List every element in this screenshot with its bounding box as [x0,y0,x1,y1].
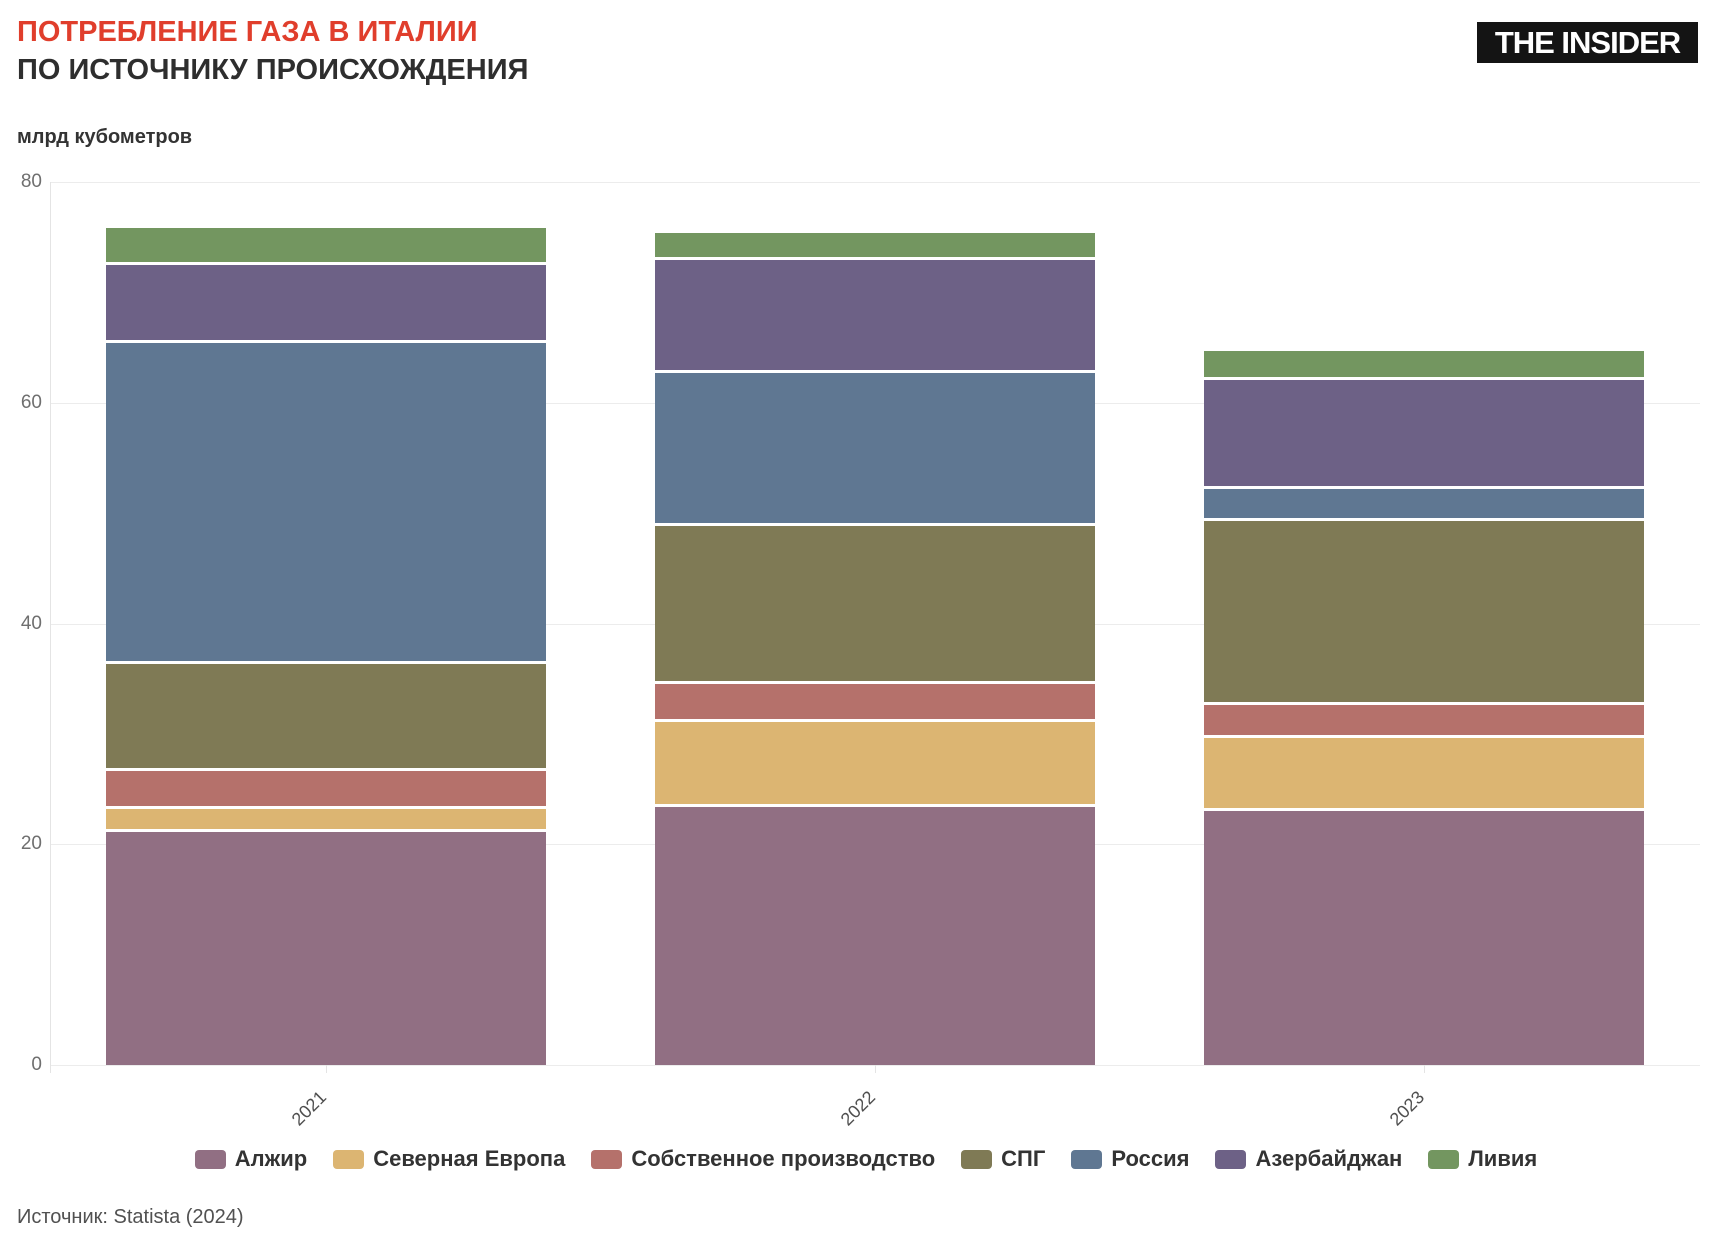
x-axis-tick-2023 [1424,1065,1425,1073]
legend-item-Северная Европа: Северная Европа [333,1146,565,1172]
page-subtitle: ПО ИСТОЧНИКУ ПРОИСХОЖДЕНИЯ [17,54,529,86]
legend-item-Россия: Россия [1071,1146,1189,1172]
legend-swatch-icon [1428,1149,1460,1169]
legend-label: Алжир [234,1146,308,1171]
bar-segment-2021-Алжир [106,832,546,1065]
legend-swatch-icon [591,1149,623,1169]
legend-label: Азербайджан [1255,1146,1403,1171]
legend-swatch-icon [1071,1149,1103,1169]
y-tick-label-80: 80 [20,171,42,192]
y-tick-label-40: 40 [20,612,42,634]
the-insider-logo: THE INSIDER [1477,22,1698,63]
legend-swatch-icon [1215,1149,1247,1169]
bar-segment-2023-Собственное производство [1204,705,1644,739]
bar-segment-2021-Ливия [106,228,546,265]
bar-segment-2023-Алжир [1204,811,1644,1065]
bar-segment-2023-Ливия [1204,350,1644,380]
bar-segment-2022-СПГ [655,526,1095,685]
bar-segment-2022-Собственное производство [655,684,1095,722]
bar-segment-2022-Азербайджан [655,260,1095,373]
y-tick-label-60: 60 [20,391,42,413]
y-tick-label-20: 20 [20,833,42,855]
legend-label: Северная Европа [373,1146,566,1171]
legend-label: Россия [1111,1146,1190,1171]
bar-segment-2022-Ливия [655,232,1095,261]
y-gridline-80 [50,182,1700,183]
legend-label: СПГ [1001,1146,1046,1171]
bar-segment-2023-СПГ [1204,520,1644,706]
x-axis-tick-2021 [326,1065,327,1073]
legend-item-Алжир: Алжир [194,1146,308,1172]
bar-segment-2023-Россия [1204,488,1644,521]
bar-segment-2021-Северная Европа [106,808,546,833]
bar-segment-2022-Алжир [655,806,1095,1065]
y-axis-unit-label: млрд кубометров [17,126,193,148]
legend-swatch-icon [333,1149,365,1169]
legend-item-Азербайджан: Азербайджан [1215,1146,1402,1172]
legend-label: Ливия [1468,1146,1538,1171]
bar-segment-2021-Собственное производство [106,771,546,809]
bar-segment-2022-Северная Европа [655,721,1095,807]
bar-segment-2022-Россия [655,372,1095,527]
legend-label: Собственное производство [631,1146,936,1171]
legend-swatch-icon [961,1149,993,1169]
x-axis-tick-2022 [875,1065,876,1073]
legend-swatch-icon [194,1149,226,1169]
legend-item-СПГ: СПГ [961,1146,1045,1172]
page-title: ПОТРЕБЛЕНИЕ ГАЗА В ИТАЛИИ [17,16,478,48]
bar-segment-2021-СПГ [106,664,546,772]
bar-segment-2023-Азербайджан [1204,379,1644,489]
x-axis-tick-origin [50,1065,51,1073]
source-caption: Источник: Statista (2024) [17,1206,244,1228]
legend-item-Ливия: Ливия [1428,1146,1537,1172]
legend-item-Собственное производство: Собственное производство [591,1146,935,1172]
bar-segment-2021-Россия [106,343,546,665]
y-tick-label-0: 0 [31,1054,42,1075]
bar-segment-2021-Азербайджан [106,264,546,344]
bar-segment-2023-Северная Европа [1204,738,1644,812]
y-axis-line [50,182,51,1065]
chart-legend: Алжир Северная Европа Собственное производ… [0,1146,1732,1172]
